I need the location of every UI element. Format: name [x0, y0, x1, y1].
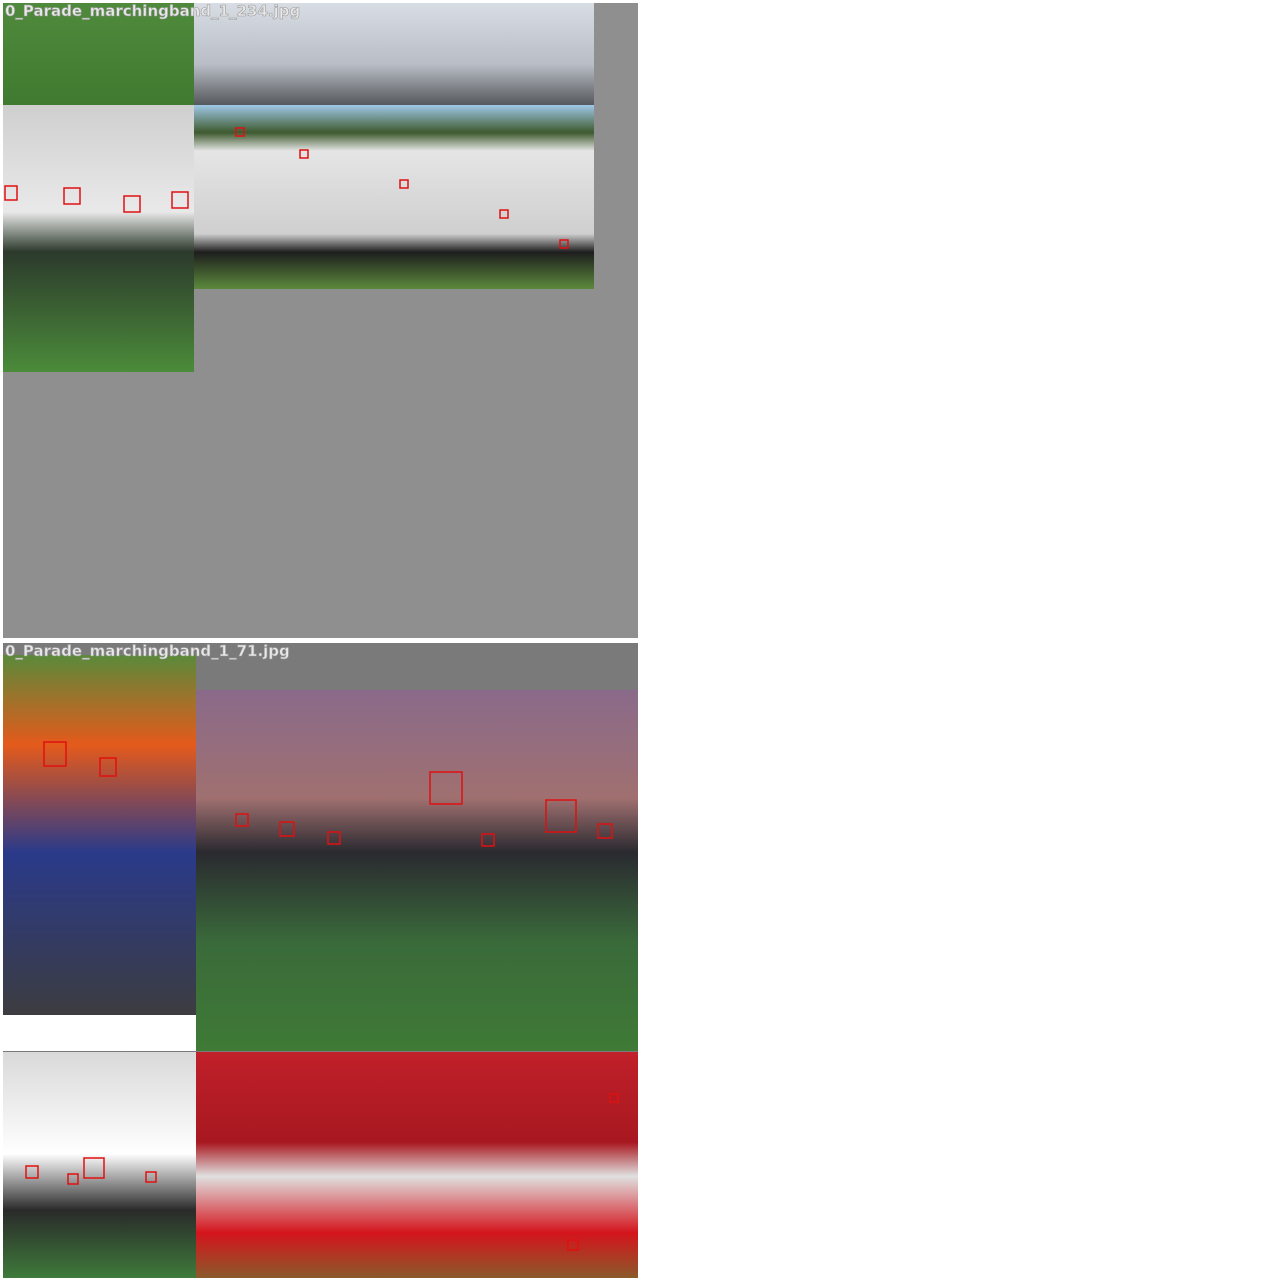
image-label: 0_Parade_marchingband_1_71.jpg [5, 642, 290, 660]
photo [3, 1052, 196, 1278]
mosaic-tile: 0_Parade_marchingband_1_234.jpg [3, 2, 638, 638]
image-label: 0_Parade_marchingband_1_234.jpg [5, 2, 300, 20]
photo [196, 690, 638, 1051]
face-boxes [4, 127, 569, 249]
mosaic-tile: 0_Parade_marchingband_1_71.jpg [3, 642, 638, 1278]
photo [3, 105, 194, 372]
face-boxes [25, 741, 619, 1251]
photo [194, 105, 594, 289]
photo [3, 655, 196, 1015]
photo-caption [3, 1015, 196, 1051]
photo [194, 3, 594, 105]
photo [196, 1052, 638, 1278]
photo [3, 3, 194, 105]
